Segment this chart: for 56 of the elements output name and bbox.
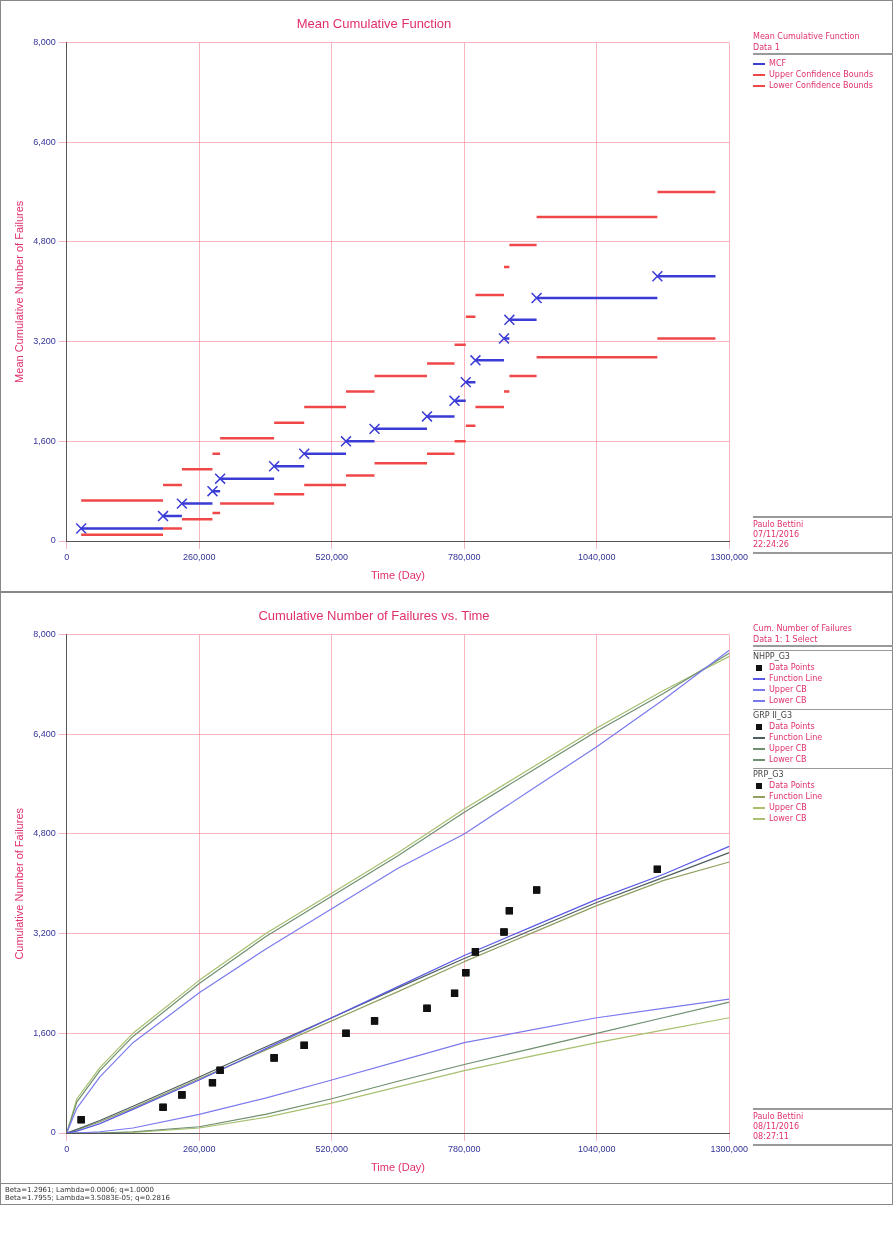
y-tick-label: 6,400 bbox=[33, 136, 56, 147]
legend-label: Lower CB bbox=[769, 695, 807, 706]
legend-label: Data Points bbox=[769, 662, 815, 673]
legend-label: Lower CB bbox=[769, 813, 807, 824]
y-tick-label: 8,000 bbox=[33, 629, 56, 640]
text: 08/11/2016 bbox=[753, 1122, 801, 1132]
legend-label: Function Line bbox=[769, 791, 823, 802]
x-tick-label: 1300,000 bbox=[710, 551, 748, 562]
x-tick-label: 780,000 bbox=[447, 551, 481, 562]
text: 07/11/2016 bbox=[753, 530, 801, 540]
x-tick-label: 520,000 bbox=[315, 1143, 348, 1154]
y-tick-label: 3,200 bbox=[33, 336, 56, 347]
x-tick-label: 780,000 bbox=[447, 1143, 481, 1154]
legend-label: Function Line bbox=[769, 732, 823, 743]
legend-label: Upper CB bbox=[769, 802, 807, 813]
x-tick-label: 260,000 bbox=[182, 1143, 216, 1154]
legend-label: Function Line bbox=[769, 673, 823, 684]
legend-title: Cum. Number of Failures Data 1: 1 Select bbox=[753, 623, 893, 645]
y-tick-label: 1,600 bbox=[33, 1027, 56, 1038]
legend-label: Lower CB bbox=[769, 754, 807, 765]
text: Paulo Bettini bbox=[753, 520, 805, 530]
text: Paulo Bettini bbox=[753, 1112, 805, 1122]
text: PRP_G3 bbox=[753, 768, 893, 780]
legend-label: Lower Confidence Bounds bbox=[769, 80, 873, 91]
y-tick-label: 4,800 bbox=[33, 828, 56, 839]
chart-title: Cumulative Number of Failures vs. Time bbox=[258, 608, 490, 624]
x-tick-label: 0 bbox=[64, 1143, 70, 1154]
x-tick-label: 520,000 bbox=[315, 551, 348, 562]
chart-title: Mean Cumulative Function bbox=[296, 16, 452, 32]
y-tick-label: 3,200 bbox=[33, 928, 56, 939]
x-tick-label: 0 bbox=[64, 551, 70, 562]
legend-label: Upper CB bbox=[769, 684, 807, 695]
text: 22:24:26 bbox=[753, 540, 790, 550]
text: GRP II_G3 bbox=[753, 709, 893, 721]
text: NHPP_G3 bbox=[753, 650, 893, 662]
x-axis-title: Time (Day) bbox=[370, 569, 425, 582]
x-tick-label: 1300,000 bbox=[710, 1143, 748, 1154]
legend-label: Upper CB bbox=[769, 743, 807, 754]
legend-label: Data Points bbox=[769, 721, 815, 732]
y-axis-title: Cumulative Number of Failures bbox=[12, 807, 25, 960]
legend-label: Upper Confidence Bounds bbox=[769, 69, 874, 80]
text: 08:27:11 bbox=[753, 1132, 790, 1142]
x-tick-label: 260,000 bbox=[182, 551, 216, 562]
legend-title: Mean Cumulative Function Data 1 bbox=[753, 31, 893, 53]
x-axis-title: Time (Day) bbox=[370, 1161, 425, 1174]
x-tick-label: 1040,000 bbox=[577, 1143, 616, 1154]
y-axis-title: Mean Cumulative Number of Failures bbox=[12, 200, 25, 383]
y-tick-label: 0 bbox=[50, 535, 56, 546]
y-tick-label: 0 bbox=[50, 1127, 56, 1138]
y-tick-label: 1,600 bbox=[33, 435, 56, 446]
y-tick-label: 8,000 bbox=[33, 37, 56, 48]
legend-label: Data Points bbox=[769, 780, 815, 791]
y-tick-label: 4,800 bbox=[33, 236, 56, 247]
y-tick-label: 6,400 bbox=[33, 728, 56, 739]
legend-label: MCF bbox=[769, 58, 787, 69]
x-tick-label: 1040,000 bbox=[577, 551, 616, 562]
